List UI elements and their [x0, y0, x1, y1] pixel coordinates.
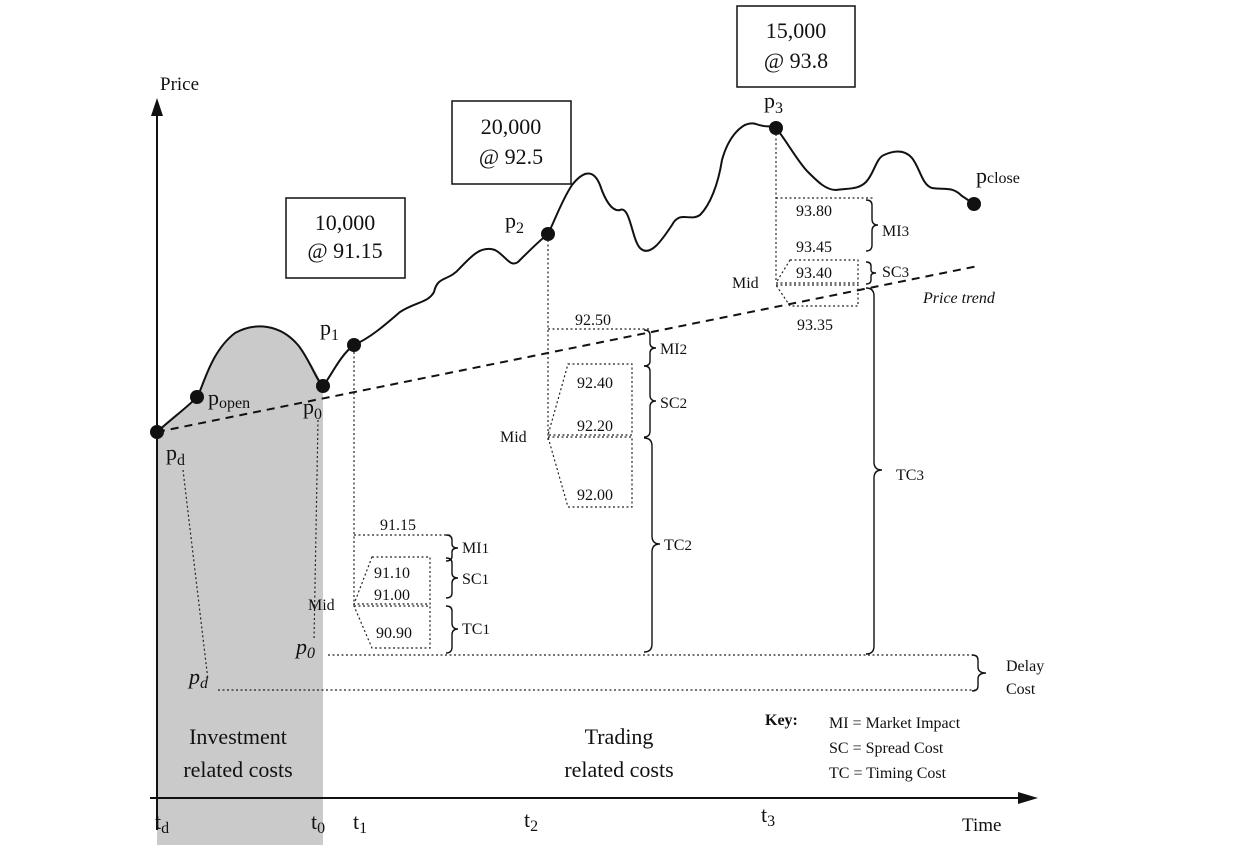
- drop-line-pd: [182, 469, 209, 681]
- label-popen: popen: [208, 385, 250, 412]
- t2-ask-price: 92.40: [577, 375, 613, 392]
- price-path: [156, 122, 975, 433]
- t1-exec-price: 91.15: [380, 517, 416, 534]
- label-tc1: TC1: [462, 621, 490, 638]
- key-item-mi: MI = Market Impact: [829, 715, 961, 732]
- x-axis-label: Time: [962, 815, 1001, 836]
- label-tc3: TC3: [896, 467, 924, 484]
- label-pclose: pclose: [976, 163, 1020, 188]
- delay-cost-line1: Delay: [1006, 658, 1044, 675]
- t2-bid-price: 92.20: [577, 418, 613, 435]
- point-p3: [769, 121, 783, 135]
- label-p0: p0: [303, 394, 322, 423]
- label-mi3: MI3: [882, 223, 909, 240]
- point-popen: [190, 390, 204, 404]
- breakdown-t3: 93.80 93.45 93.40 93.35 Mid MI3 SC3 TC3: [732, 197, 924, 655]
- brace-tc1: [445, 605, 459, 654]
- brace-tc2: [643, 437, 661, 653]
- t3-exec-price: 93.80: [796, 203, 832, 220]
- label-sc2: SC2: [660, 395, 687, 412]
- brace-mi1: [445, 534, 459, 562]
- svg-text:10,000: 10,000: [315, 210, 376, 235]
- point-p2: [541, 227, 555, 241]
- point-pclose: [967, 197, 981, 211]
- t3-low-price: 93.35: [797, 317, 833, 334]
- label-p3: p3: [764, 88, 783, 117]
- t3-mid-label: Mid: [732, 275, 759, 292]
- brace-tc3: [865, 287, 883, 655]
- t1-mid-label: Mid: [308, 597, 335, 614]
- label-mi2: MI2: [660, 341, 687, 358]
- drop-line-p0: [313, 419, 319, 641]
- key-item-sc: SC = Spread Cost: [829, 740, 944, 757]
- svg-text:@ 93.8: @ 93.8: [764, 48, 828, 73]
- point-p0: [316, 379, 330, 393]
- svg-text:@ 91.15: @ 91.15: [307, 238, 382, 263]
- t2-exec-price: 92.50: [575, 312, 611, 329]
- label-tc2: TC2: [664, 537, 692, 554]
- pd-reference-label: pd: [187, 664, 209, 692]
- tick-t1: t1: [353, 809, 367, 837]
- t2-low-price: 92.00: [577, 487, 613, 504]
- t2-mid-label: Mid: [500, 429, 527, 446]
- breakdown-t2: 92.50 92.40 92.20 92.00 Mid MI2 SC2 TC2: [500, 312, 692, 653]
- trade-box-1: 10,000 @ 91.15: [285, 197, 406, 279]
- x-axis-arrow: [1018, 792, 1038, 804]
- key-item-tc: TC = Timing Cost: [829, 765, 947, 782]
- svg-text:15,000: 15,000: [766, 18, 827, 43]
- brace-mi3: [865, 199, 879, 252]
- t1-low-price: 90.90: [376, 625, 412, 642]
- trading-caption-line1: Trading: [585, 724, 654, 749]
- label-p1: p1: [320, 315, 339, 344]
- label-pd: pd: [166, 440, 185, 469]
- brace-sc2: [643, 365, 657, 438]
- point-p1: [347, 338, 361, 352]
- point-pd: [150, 425, 164, 439]
- price-trend-label: Price trend: [922, 290, 996, 307]
- label-p2: p2: [505, 208, 524, 237]
- brace-delay-cost: [971, 654, 987, 692]
- delay-cost-line2: Cost: [1006, 681, 1036, 698]
- p0-reference-label: p0: [294, 634, 315, 662]
- investment-cost-region: [157, 326, 323, 845]
- t3-ask-price: 93.45: [796, 239, 832, 256]
- label-sc1: SC1: [462, 571, 489, 588]
- investment-caption-line1: Investment: [189, 724, 287, 749]
- brace-mi2: [643, 329, 657, 367]
- label-sc3: SC3: [882, 264, 909, 281]
- t1-ask-price: 91.10: [374, 565, 410, 582]
- brace-sc1: [445, 557, 459, 599]
- svg-text:@ 92.5: @ 92.5: [479, 144, 543, 169]
- trade-box-2: 20,000 @ 92.5: [451, 100, 572, 185]
- t3-bid-price: 93.40: [796, 265, 832, 282]
- label-mi1: MI1: [462, 540, 489, 557]
- trading-caption-line2: related costs: [564, 757, 673, 782]
- tick-t2: t2: [524, 807, 538, 835]
- key-title: Key:: [765, 712, 798, 729]
- investment-caption-line2: related costs: [183, 757, 292, 782]
- trade-box-3: 15,000 @ 93.8: [736, 5, 856, 88]
- y-axis-arrow: [151, 98, 163, 116]
- t1-bid-price: 91.00: [374, 587, 410, 604]
- tick-t0: t0: [311, 809, 325, 837]
- brace-sc3: [865, 261, 877, 285]
- svg-text:20,000: 20,000: [481, 114, 542, 139]
- breakdown-t1: 91.15 91.10 91.00 90.90 Mid MI1 SC1 TC1: [308, 517, 490, 654]
- legend-key: Key: MI = Market Impact SC = Spread Cost…: [765, 712, 961, 782]
- y-axis-label: Price: [160, 74, 199, 95]
- tick-td: td: [155, 809, 169, 837]
- tick-t3: t3: [761, 802, 775, 830]
